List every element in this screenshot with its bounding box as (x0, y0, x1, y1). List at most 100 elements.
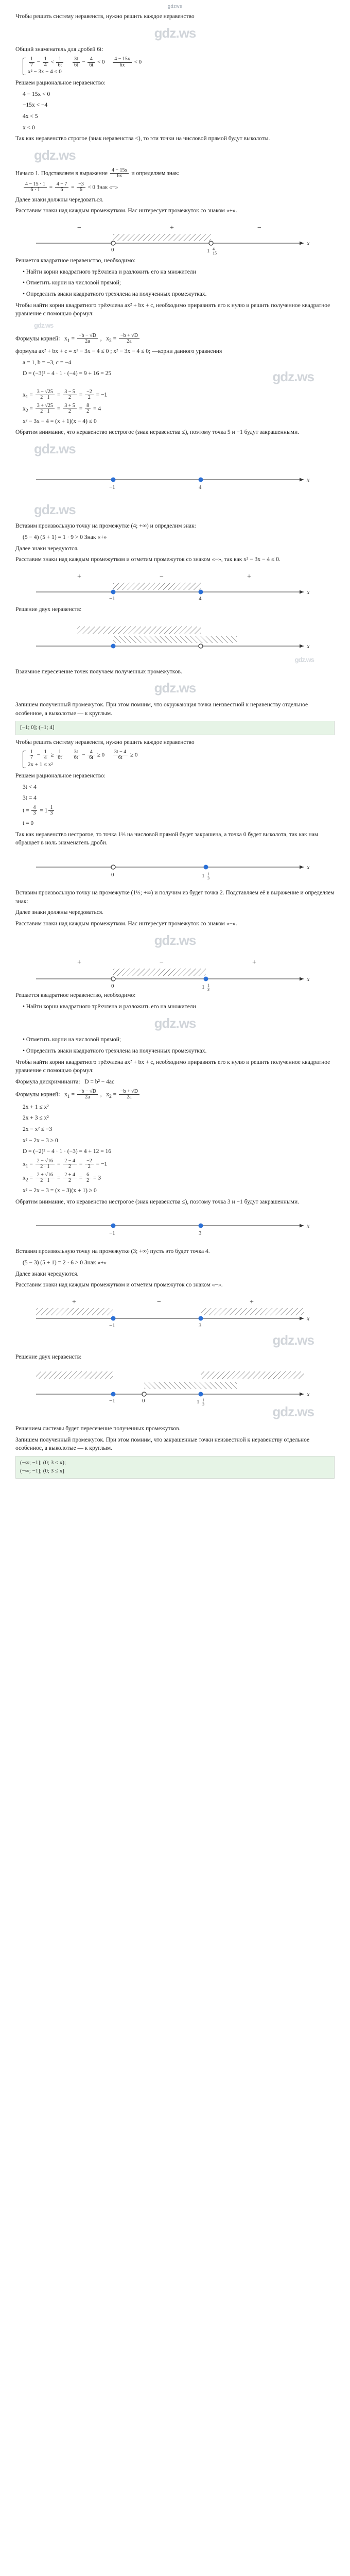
svg-text:3: 3 (207, 876, 209, 880)
watermark: gdz.ws (34, 147, 76, 163)
s1-alternate: Далее знаки должны чередоваться. (15, 196, 103, 203)
svg-text:1: 1 (202, 1398, 204, 1402)
s3-alternate: Далее знаки чередуются. (15, 545, 79, 552)
svg-text:−: − (160, 959, 164, 967)
answer-box-2: (−∞; −1]; (0; 3 ≤ x); (−∞; −1]; (0; 3 ≤ … (15, 1456, 335, 1479)
s2-bullet-3-label: Определить знаки квадратного трёхчлена н… (26, 291, 207, 298)
s5-rational: Решаем рациональное неравенство: (15, 772, 106, 779)
svg-text:x: x (306, 1222, 310, 1229)
svg-text:4: 4 (199, 484, 202, 490)
s5-intro: Чтобы решить систему неравенств, нужно р… (15, 739, 195, 746)
watermark: gdz.ws (34, 441, 76, 456)
watermark-small: gdz.ws (34, 321, 54, 330)
svg-text:−1: −1 (109, 596, 115, 602)
svg-text:+: + (72, 1298, 76, 1306)
s1-rational: Решаем рациональное неравенство: (15, 80, 106, 87)
section-1: Чтобы решить систему неравенств, нужно р… (15, 12, 335, 256)
number-line-9: −1 0 1 1 3 x (15, 1366, 335, 1406)
svg-text:−: − (160, 573, 164, 581)
svg-text:1: 1 (202, 984, 205, 990)
svg-text:+: + (77, 959, 81, 967)
s2-bullet-2: • Отметить корни на числовой прямой; (23, 280, 121, 286)
s1-strict-note: Так как неравенство строгое (знак нераве… (15, 135, 270, 142)
s7-roots-howto: Чтобы найти корни квадратного трёхчлена … (15, 1059, 330, 1074)
s7-step-5: D = (−2)² − 4 · 1 · (−3) = 4 + 12 = 16 (23, 1148, 112, 1155)
s7-bullet-3-label: Определить знаки квадратного трёхчлена н… (26, 1047, 207, 1054)
s7-step-1: 2x + 1 ≤ x² (23, 1104, 49, 1110)
s8-point-calc: (5 − 3) (5 + 1) = 2 · 6 > 0 Знак «+» (23, 1260, 107, 1266)
svg-text:3: 3 (199, 1323, 202, 1329)
svg-text:0: 0 (111, 983, 114, 989)
s7-step-3: 2x − x² ≤ −3 (23, 1126, 52, 1132)
s2-roots-howto: Чтобы найти корни квадратного трёхчлена … (15, 302, 330, 317)
s2-bullet-3: • Определить знаки квадратного трёхчлена… (23, 291, 207, 298)
s1-step-2: −15x < −4 (23, 102, 48, 109)
s8-place-signs: Расставим знаки над каждым промежутком и… (15, 1282, 223, 1289)
svg-text:3: 3 (199, 1230, 202, 1236)
s3-place-signs: Расставим знаки над каждым промежутком и… (15, 556, 281, 563)
s1-common-denom: Общий знаменатель для дробей 6t: (15, 46, 103, 53)
svg-text:−1: −1 (109, 1230, 115, 1236)
s2-disc-label: Формулы корней: x1 = −b − √D 2a , x2 = −b… (15, 333, 335, 345)
s7-roots: Формулы корней: x1 = −b − √D 2a , x2 = −b… (15, 1089, 335, 1100)
number-line-7: −1 3 x (15, 1211, 335, 1244)
s2-bullet-2-label: Отметить корни на числовой прямой; (26, 280, 121, 286)
svg-text:−: − (77, 224, 81, 232)
svg-text:0: 0 (142, 1398, 145, 1404)
s7-step-2: 2x + 3 ≤ x² (23, 1115, 49, 1122)
svg-text:+: + (252, 959, 256, 967)
s2-step-5: x² − 3x − 4 = (x + 1)(x − 4) ≤ 0 (23, 418, 97, 425)
svg-text:3: 3 (207, 987, 209, 992)
watermark-small: gdz.ws (294, 655, 314, 664)
svg-text:−: − (257, 224, 261, 232)
svg-text:−1: −1 (109, 1323, 115, 1329)
number-line-3: + − + −1 4 x (15, 569, 335, 602)
s7-disc-formula: D = b² − 4ac (84, 1078, 115, 1085)
s2-step-2: D = (−3)² − 4 · 1 · (−4) = 9 + 16 = 25 (23, 370, 112, 377)
number-line-6: + − + 0 1 1 3 x (15, 955, 335, 992)
number-line-4: x (15, 619, 335, 652)
s2-bullet-1: • Найти корни квадратного трёхчлена и ра… (23, 268, 196, 275)
s7-step-4: x² − 2x − 3 ≥ 0 (23, 1137, 58, 1144)
s2-roots-label: Формулы корней: (15, 335, 60, 342)
svg-text:1: 1 (207, 872, 209, 876)
answer-line-2: (−∞; −1]; (0; 3 ≤ x] (20, 1468, 64, 1475)
s2-step-1: a = 1, b = −3, c = −4 (23, 359, 72, 366)
svg-text:−1: −1 (109, 484, 115, 490)
watermark: gdz.ws (272, 1332, 314, 1348)
s7-bullet-3: • Определить знаки квадратного трёхчлена… (23, 1047, 207, 1054)
s3-point-calc: (5 − 4) (5 + 1) = 1 · 9 > 0 Знак «+» (23, 534, 107, 541)
s1-place-signs: Расставим знаки над каждым промежутком. … (15, 208, 237, 214)
s7-disc-label: Формула дискриминанта: (15, 1078, 80, 1085)
s8-point-test: Вставим произвольную точку на промежутке… (15, 1248, 210, 1255)
number-line-1: − + − 0 1 4 15 x (15, 221, 335, 256)
svg-text:0: 0 (111, 247, 114, 253)
svg-text:1: 1 (197, 1399, 200, 1405)
s4-note: Запишем полученный промежуток. При этом … (15, 701, 308, 717)
svg-text:4: 4 (213, 247, 215, 251)
s6-place-signs: Расставим знаки над каждым промежутком. … (15, 920, 237, 927)
s1-substitute-b: и определяем знак: (131, 170, 180, 177)
watermark: gdz.ws (154, 25, 197, 41)
section-2: Решается квадратное неравенство, необход… (15, 257, 335, 736)
s1-step-4: x < 0 (23, 124, 35, 131)
answer-box-1: [−1; 0]; (−1; 4] (15, 721, 335, 736)
s5-note: Так как неравенство нестрогое, то точка … (15, 831, 319, 846)
number-line-8: + − + −1 3 x (15, 1295, 335, 1329)
s1-substitute-a: Начало 1. Подставляем в выражение (15, 170, 108, 177)
s7-bullet-2: • Отметить корни на числовой прямой; (23, 1037, 121, 1043)
s1-step-3: 4x < 5 (23, 113, 38, 120)
number-line-5: 0 1 1 3 x (15, 853, 335, 886)
svg-text:+: + (247, 573, 251, 581)
s2-nonstrict-note: Обратим внимание, что неравенство нестро… (15, 429, 299, 436)
svg-text:4: 4 (199, 596, 202, 602)
svg-text:+: + (77, 573, 81, 581)
svg-text:+: + (250, 1298, 254, 1306)
